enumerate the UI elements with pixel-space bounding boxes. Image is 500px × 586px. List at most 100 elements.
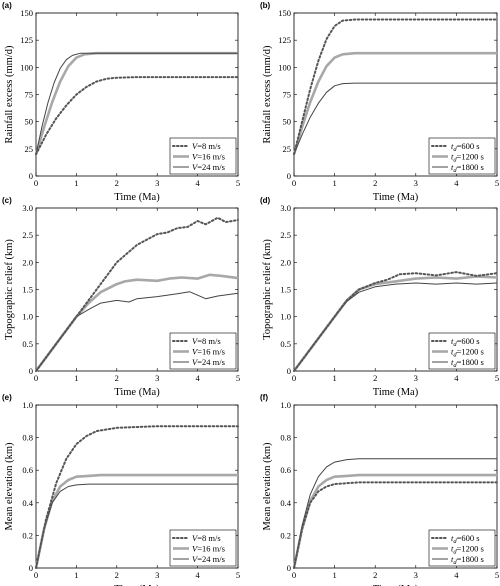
y-tick-label: 1.0 bbox=[22, 312, 33, 322]
y-tick-label: 2.0 bbox=[280, 257, 291, 267]
legend-variable: V bbox=[192, 554, 199, 564]
legend-subscript: d bbox=[453, 538, 457, 545]
legend-subscript: d bbox=[453, 341, 457, 348]
y-tick-label: 1.5 bbox=[22, 285, 33, 295]
legend-entry: V=24 m/s bbox=[192, 554, 225, 564]
legend-variable: t bbox=[451, 152, 454, 162]
legend-variable: V bbox=[192, 336, 199, 346]
panel-label: (a) bbox=[2, 1, 12, 10]
series-line-1 bbox=[35, 216, 239, 372]
legend-subscript: d bbox=[453, 352, 457, 359]
y-axis-label: Topographic relief (km) bbox=[4, 239, 15, 340]
x-tick-label: 1 bbox=[332, 373, 336, 383]
x-tick-label: 2 bbox=[115, 373, 119, 383]
series-line-3 bbox=[293, 82, 497, 155]
legend-variable: V bbox=[192, 162, 199, 172]
legend-entry: td=1800 s bbox=[451, 357, 484, 369]
legend-value: =1800 s bbox=[457, 554, 484, 564]
y-tick-label: 2.5 bbox=[280, 230, 291, 240]
legend-value: =8 m/s bbox=[197, 336, 220, 346]
axes-box bbox=[35, 404, 239, 569]
legend-entry: V=16 m/s bbox=[192, 544, 225, 554]
y-tick-label: 100 bbox=[20, 62, 33, 72]
legend-value: =24 m/s bbox=[197, 162, 225, 172]
y-tick-label: 75 bbox=[283, 90, 292, 100]
chart-panel-e: (e) 0 1 2 3 4 5 0 0.2 0.4 0.6 0.8 1.0 Time (Ma) Mean e… bbox=[2, 393, 240, 586]
y-tick-label: 50 bbox=[283, 117, 292, 127]
legend-value: =600 s bbox=[457, 336, 480, 346]
y-tick-label: 25 bbox=[25, 144, 34, 154]
y-tick-label: 0.2 bbox=[280, 530, 291, 540]
x-tick-label: 2 bbox=[373, 373, 377, 383]
y-axis-label: Mean elevation (km) bbox=[262, 442, 273, 531]
y-axis-label: Rainfall excess (mm/d) bbox=[262, 45, 273, 143]
y-tick-label: 0 bbox=[29, 366, 33, 376]
panel-label: (c) bbox=[2, 196, 12, 205]
legend-variable: t bbox=[451, 141, 454, 151]
legend-value: =16 m/s bbox=[197, 544, 225, 554]
y-tick-label: 150 bbox=[278, 8, 291, 18]
y-tick-label: 0.5 bbox=[280, 339, 291, 349]
series-line-1 bbox=[35, 76, 239, 156]
legend-value: =24 m/s bbox=[197, 554, 225, 564]
x-tick-label: 4 bbox=[454, 178, 459, 188]
y-tick-label: 1.5 bbox=[280, 285, 291, 295]
chart-panel-c: (c) 0 1 2 3 4 5 0 0.5 1.0 1.5 2.0 2.5 3.0 Time (Ma) Top… bbox=[2, 196, 240, 398]
x-tick-label: 5 bbox=[236, 178, 240, 188]
series-line-2 bbox=[292, 51, 497, 155]
x-tick-label: 1 bbox=[74, 570, 78, 580]
series-line-1 bbox=[293, 271, 498, 372]
legend-value: =16 m/s bbox=[197, 347, 225, 357]
x-axis-label: Time (Ma) bbox=[114, 387, 160, 398]
legend-value: =8 m/s bbox=[197, 533, 220, 543]
x-tick-label: 0 bbox=[292, 373, 296, 383]
legend-value: =24 m/s bbox=[197, 357, 225, 367]
legend-entry: td=600 s bbox=[451, 336, 480, 348]
x-tick-label: 3 bbox=[414, 178, 418, 188]
legend-value: =1800 s bbox=[457, 162, 484, 172]
y-tick-label: 1.0 bbox=[280, 312, 291, 322]
legend: V=8 m/sV=16 m/sV=24 m/s bbox=[169, 332, 237, 370]
legend-entry: td=1800 s bbox=[451, 554, 484, 566]
y-axis-label: Rainfall excess (mm/d) bbox=[4, 45, 15, 143]
y-tick-label: 0 bbox=[287, 563, 291, 573]
y-tick-label: 75 bbox=[25, 90, 34, 100]
x-tick-label: 4 bbox=[454, 373, 459, 383]
legend-value: =1200 s bbox=[457, 152, 484, 162]
x-tick-label: 2 bbox=[373, 570, 377, 580]
x-tick-label: 0 bbox=[34, 373, 38, 383]
legend-entry: V=24 m/s bbox=[192, 357, 225, 367]
legend-subscript: d bbox=[453, 146, 457, 153]
legend-entry: V=24 m/s bbox=[192, 162, 225, 172]
series-line-1 bbox=[35, 425, 239, 569]
y-tick-label: 100 bbox=[278, 62, 291, 72]
x-tick-label: 3 bbox=[155, 373, 159, 383]
series-line-1 bbox=[293, 481, 498, 569]
x-tick-label: 4 bbox=[454, 570, 459, 580]
legend-variable: V bbox=[192, 347, 199, 357]
x-tick-label: 5 bbox=[236, 373, 240, 383]
chart-panel-d: (d) 0 1 2 3 4 5 0 0.5 1.0 1.5 2.0 2.5 3.0 Time (Ma) Top… bbox=[260, 196, 499, 398]
y-tick-label: 0.8 bbox=[22, 433, 33, 443]
legend-variable: V bbox=[192, 141, 199, 151]
legend-entry: td=600 s bbox=[451, 533, 480, 545]
x-tick-label: 0 bbox=[292, 178, 296, 188]
series-line-3 bbox=[35, 52, 238, 155]
legend-entry: td=1200 s bbox=[451, 544, 484, 556]
panel-label: (f) bbox=[260, 393, 268, 402]
legend-subscript: d bbox=[453, 157, 457, 164]
series-line-3 bbox=[35, 483, 238, 569]
legend-entry: td=600 s bbox=[451, 141, 480, 153]
legend-value: =600 s bbox=[457, 533, 480, 543]
panel-label: (e) bbox=[2, 393, 12, 402]
x-tick-label: 2 bbox=[373, 178, 377, 188]
y-tick-label: 0 bbox=[29, 563, 33, 573]
y-tick-label: 0 bbox=[29, 171, 33, 181]
x-tick-label: 2 bbox=[115, 570, 119, 580]
y-tick-label: 0 bbox=[287, 366, 291, 376]
y-tick-label: 0.8 bbox=[280, 433, 291, 443]
x-tick-label: 5 bbox=[495, 373, 499, 383]
